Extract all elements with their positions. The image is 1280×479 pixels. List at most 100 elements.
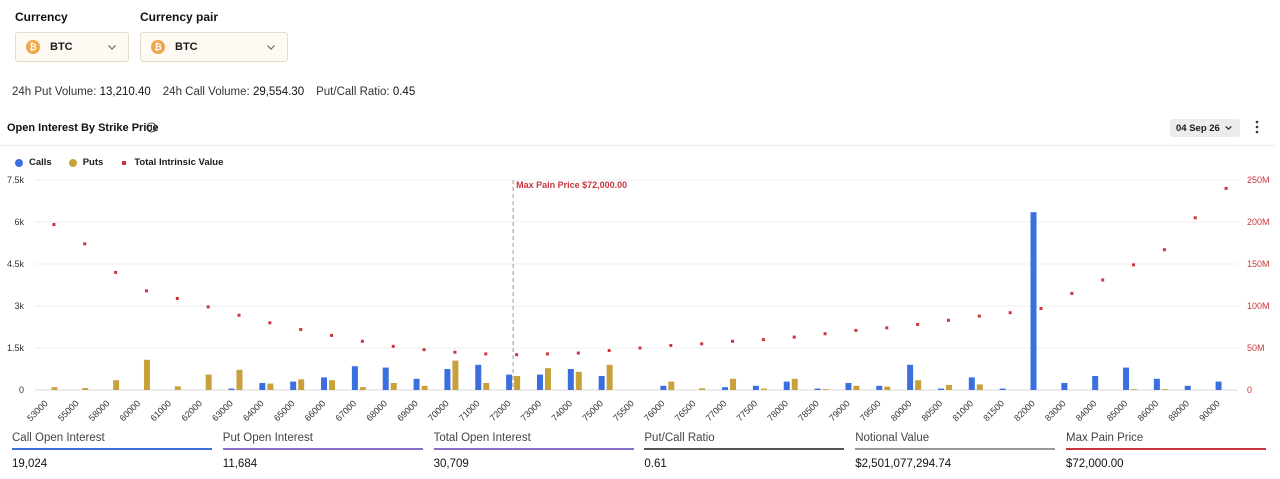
x-tick-label: 62000 — [179, 398, 204, 423]
y-right-tick-label: 0 — [1247, 385, 1252, 395]
call-bar — [722, 387, 729, 390]
summary-put-oi: Put Open Interest 11,684 — [222, 432, 423, 470]
call-volume-stat: 24h Call Volume: 29,554.30 — [162, 86, 305, 98]
put-bar — [452, 360, 459, 390]
put-bar — [945, 384, 952, 390]
call-bar — [321, 377, 328, 390]
x-tick-label: 78000 — [765, 398, 790, 423]
x-tick-label: 80000 — [889, 398, 914, 423]
y-left-tick-label: 6k — [14, 217, 24, 227]
y-right-tick-label: 150M — [1247, 259, 1270, 269]
summary-label: Call Open Interest — [12, 432, 212, 450]
summary-total-oi: Total Open Interest 30,709 — [433, 432, 634, 470]
x-tick-label: 75000 — [580, 398, 605, 423]
currency-pair-filter: Currency pair ₿ BTC — [140, 10, 288, 62]
summary-value: 11,684 — [222, 458, 258, 470]
intrinsic-point — [1162, 248, 1166, 252]
call-bar — [536, 374, 543, 390]
call-bar — [598, 376, 605, 390]
x-tick-label: 79500 — [858, 398, 883, 423]
put-bar — [791, 378, 798, 390]
call-bar — [968, 377, 975, 390]
legend-puts[interactable]: Puts — [68, 157, 103, 168]
y-right-tick-label: 200M — [1247, 217, 1270, 227]
summary-value: $2,501,077,294.74 — [855, 458, 952, 470]
volume-stats: 24h Put Volume: 13,210.40 24h Call Volum… — [12, 86, 415, 98]
put-bar — [174, 386, 181, 390]
x-tick-label: 86000 — [1136, 398, 1161, 423]
call-bar — [1092, 376, 1099, 390]
x-tick-label: 78500 — [796, 398, 821, 423]
x-tick-label: 81000 — [950, 398, 975, 423]
put-call-ratio-stat: Put/Call Ratio: 0.45 — [316, 86, 416, 98]
currency-pair-select[interactable]: ₿ BTC — [140, 32, 288, 62]
intrinsic-point — [885, 326, 889, 330]
x-tick-label: 80500 — [920, 398, 945, 423]
call-bar — [660, 385, 667, 390]
x-tick-label: 69000 — [395, 398, 420, 423]
summary-row: Call Open Interest 19,024 Put Open Inter… — [12, 432, 1277, 470]
legend-calls[interactable]: Calls — [15, 157, 52, 168]
call-bar — [1030, 212, 1037, 390]
summary-label: Max Pain Price — [1065, 432, 1266, 450]
x-tick-label: 67000 — [334, 398, 359, 423]
call-bar — [413, 378, 420, 390]
section-title: Open Interest By Strike Price — [7, 122, 159, 134]
summary-label: Put/Call Ratio — [644, 432, 845, 450]
call-bar — [1153, 378, 1160, 390]
call-bar — [444, 369, 451, 390]
intrinsic-point — [268, 321, 272, 325]
call-bar — [506, 374, 513, 390]
intrinsic-point — [114, 270, 118, 274]
intrinsic-point — [299, 328, 303, 332]
max-pain-annotation: Max Pain Price $72,000.00 — [516, 180, 627, 190]
put-bar — [853, 385, 860, 390]
x-tick-label: 65000 — [272, 398, 297, 423]
y-right-tick-label: 50M — [1247, 343, 1265, 353]
x-tick-label: 68000 — [364, 398, 389, 423]
x-tick-label: 70000 — [426, 398, 451, 423]
intrinsic-point — [360, 339, 364, 343]
x-tick-label: 75500 — [611, 398, 636, 423]
put-bar — [143, 359, 150, 390]
currency-value: BTC — [50, 41, 73, 53]
intrinsic-point — [391, 344, 395, 348]
put-bar — [113, 380, 120, 390]
put-bar — [915, 380, 922, 390]
intrinsic-point — [1193, 216, 1197, 220]
currency-select[interactable]: ₿ BTC — [15, 32, 129, 62]
open-interest-header: Open Interest By Strike Price 04 Sep 26 — [0, 118, 1276, 146]
intrinsic-point — [1039, 307, 1043, 311]
x-tick-label: 85000 — [1105, 398, 1130, 423]
call-bar — [752, 385, 759, 390]
legend-intrinsic[interactable]: Total Intrinsic Value — [120, 157, 223, 168]
put-bar — [822, 389, 829, 390]
x-tick-label: 79000 — [827, 398, 852, 423]
put-bar — [298, 379, 305, 390]
summary-label: Notional Value — [855, 432, 1056, 450]
summary-max-pain: Max Pain Price $72,000.00 — [1065, 432, 1266, 470]
more-vertical-icon[interactable] — [1254, 120, 1260, 134]
chevron-down-icon — [267, 45, 275, 50]
call-bar — [1184, 385, 1191, 390]
chart-legend: Calls Puts Total Intrinsic Value — [15, 157, 223, 168]
info-icon[interactable] — [146, 122, 157, 133]
put-volume-stat: 24h Put Volume: 13,210.40 — [12, 86, 151, 98]
currency-pair-value: BTC — [175, 41, 198, 53]
x-tick-label: 83000 — [1043, 398, 1068, 423]
expiry-dropdown[interactable]: 04 Sep 26 — [1170, 119, 1240, 137]
bitcoin-icon: ₿ — [151, 40, 165, 54]
put-bar — [390, 383, 397, 390]
intrinsic-point — [761, 338, 765, 342]
intrinsic-point — [946, 318, 950, 322]
bitcoin-icon: ₿ — [26, 40, 40, 54]
put-bar — [760, 388, 767, 390]
call-bar — [567, 369, 574, 390]
currency-label: Currency — [15, 10, 68, 24]
intrinsic-point — [700, 342, 704, 346]
x-tick-label: 77000 — [704, 398, 729, 423]
put-bar — [606, 364, 613, 390]
open-interest-chart: 0 1.5k 3k 4.5k 6k 7.5k 0 50M 100M 150M 200M 250M 530… — [7, 175, 1270, 423]
put-bar — [267, 383, 274, 390]
legend-intrinsic-label: Total Intrinsic Value — [134, 157, 224, 168]
